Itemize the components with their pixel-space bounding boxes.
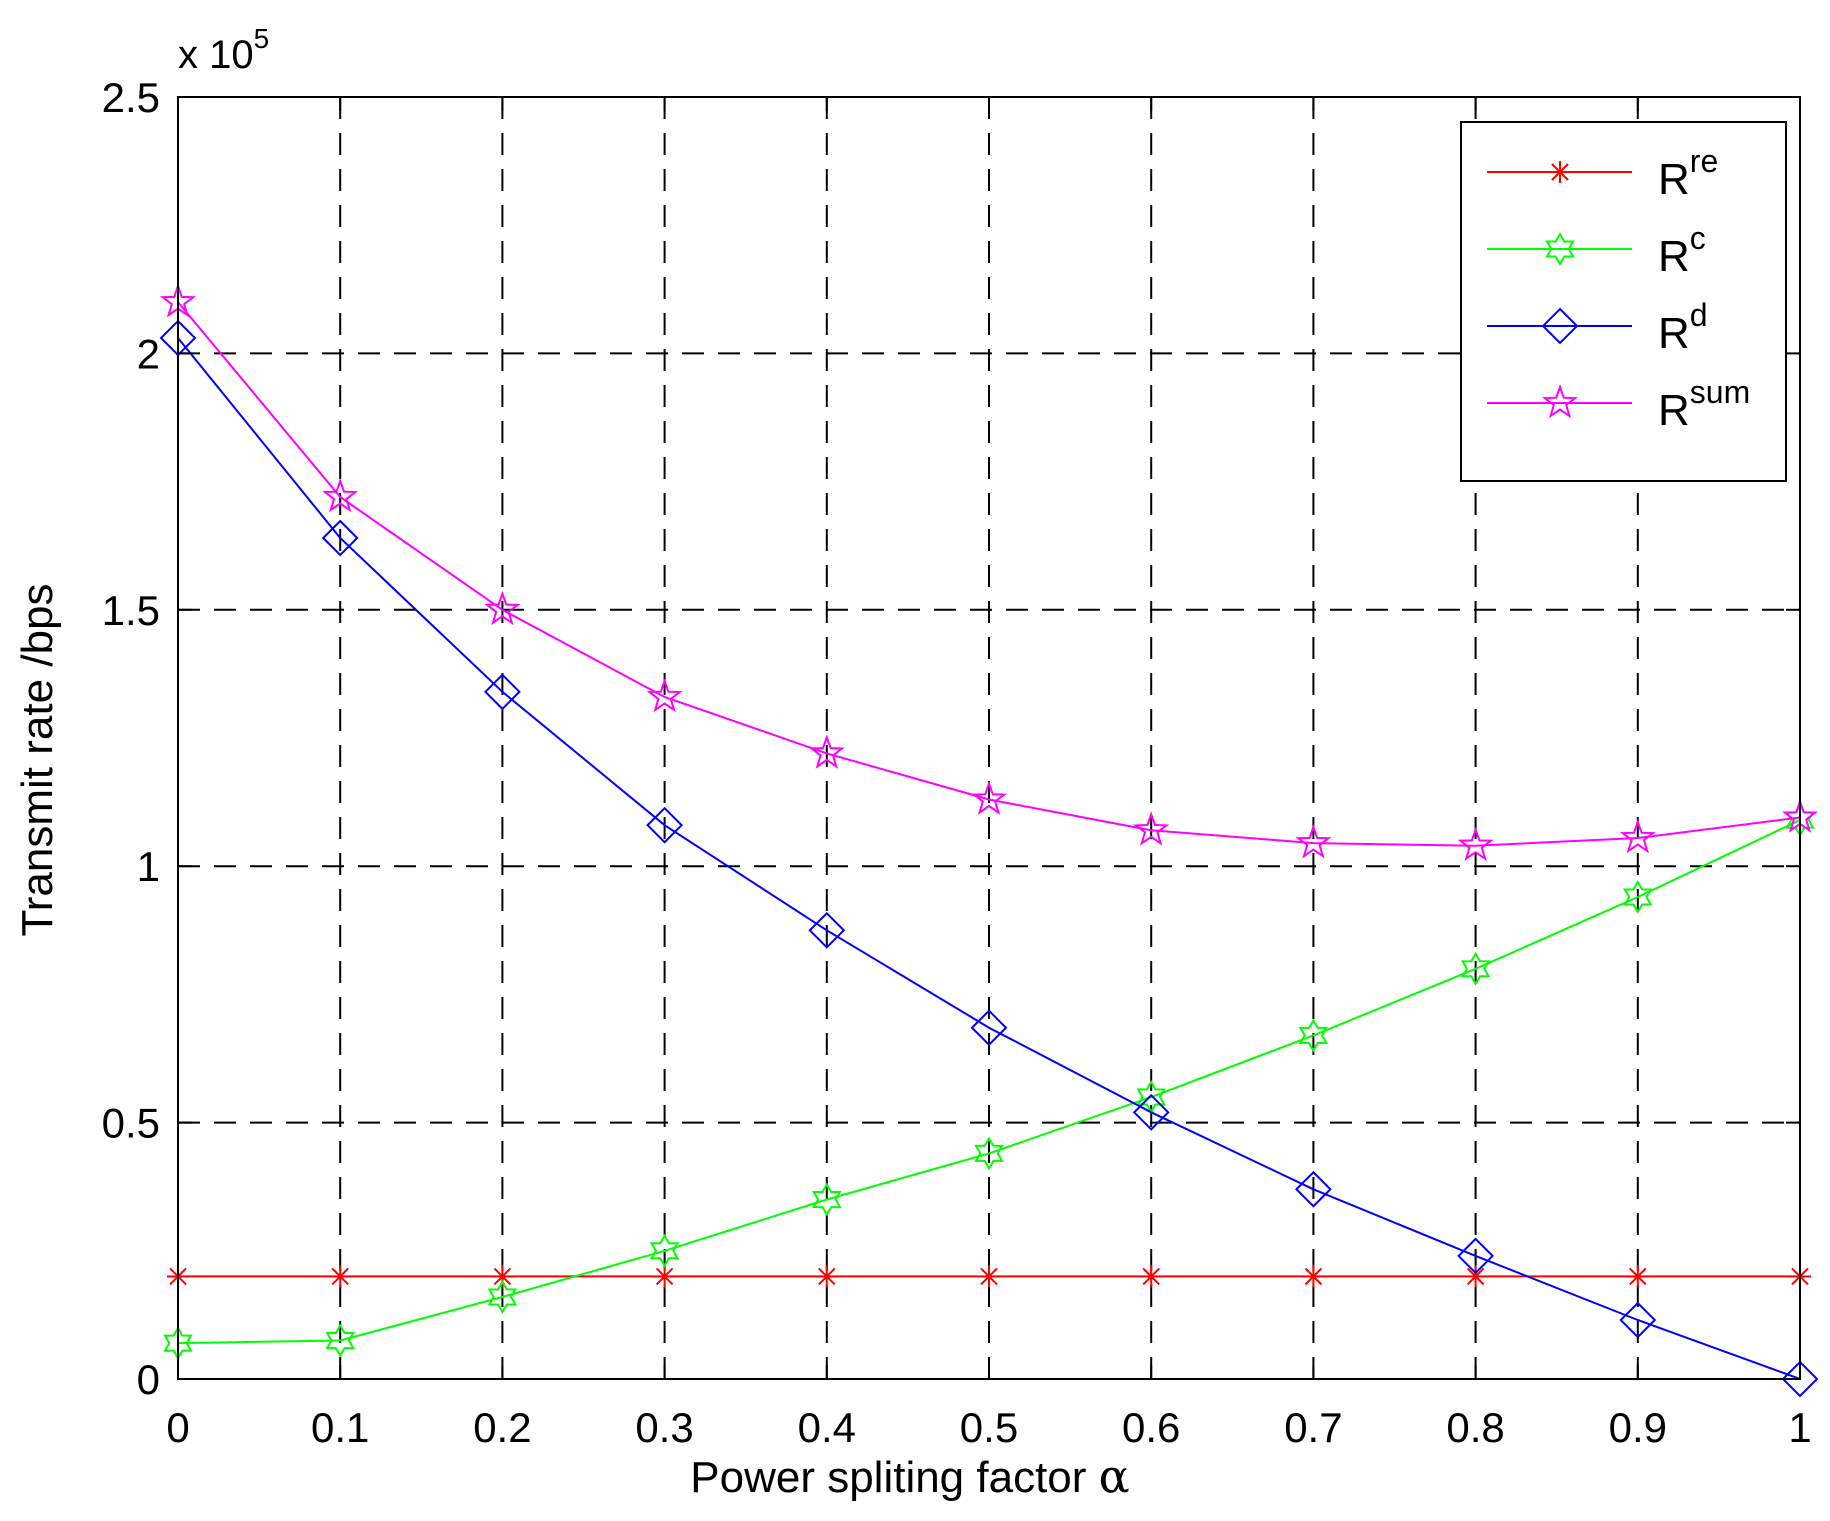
- data-point-re: [329, 1265, 352, 1288]
- data-point-d: [1619, 1301, 1657, 1339]
- data-point-d: [483, 673, 521, 711]
- legend-item-sum: Rsum: [1487, 374, 1750, 435]
- data-point-d: [646, 806, 684, 844]
- data-point-c: [649, 1233, 680, 1268]
- data-point-re: [1302, 1265, 1325, 1288]
- data-point-sum: [484, 590, 521, 626]
- y-tick-label: 1: [137, 843, 160, 890]
- plot-series: [159, 283, 1819, 1398]
- y-tick-label: 0.5: [102, 1100, 160, 1147]
- data-point-re: [1626, 1265, 1649, 1288]
- legend-marker: [1549, 161, 1571, 183]
- data-point-re: [1464, 1265, 1487, 1288]
- grid: [178, 97, 1800, 1379]
- data-point-d: [808, 911, 846, 949]
- x-tick-label: 0.7: [1284, 1404, 1342, 1451]
- series-line-d: [177, 337, 1801, 1380]
- legend-label: Rd: [1658, 297, 1708, 358]
- data-point-re: [653, 1265, 676, 1288]
- data-point-c: [325, 1323, 355, 1358]
- ticks: 0 0.1 0.2 0.3 0.4 0.5 0.6 0.7 0.8 0.9 1 0 0.5 1 1.5 2 2.…: [102, 74, 1812, 1451]
- y-tick-label: 2.5: [102, 74, 160, 121]
- data-point-re: [978, 1265, 1000, 1288]
- x-tick-label: 0.4: [798, 1404, 856, 1451]
- x-tick-label: 0: [166, 1404, 189, 1451]
- data-point-re: [1140, 1265, 1163, 1288]
- y-axis-label: Transmit rate /bps: [13, 584, 62, 937]
- series-line-sum: [177, 301, 1801, 847]
- legend-item-c: Rc: [1487, 220, 1706, 281]
- y-axis-exponent: x 105: [178, 23, 269, 77]
- y-tick-label: 2: [137, 330, 160, 377]
- x-tick-label: 0.8: [1446, 1404, 1504, 1451]
- y-tick-label: 1.5: [102, 587, 160, 634]
- data-point-sum: [1619, 819, 1656, 854]
- x-tick-label: 0.9: [1609, 1404, 1667, 1451]
- x-tick-label: 0.3: [635, 1404, 693, 1451]
- x-axis-label: Power spliting factor α: [690, 1449, 1129, 1503]
- x-tick-label: 0.6: [1122, 1404, 1180, 1451]
- data-point-c: [1298, 1018, 1329, 1053]
- legend-item-re: Rre: [1487, 143, 1718, 204]
- y-tick-label: 0: [137, 1356, 160, 1403]
- data-point-sum: [970, 780, 1008, 815]
- legend: Rre Rc Rd Rsum: [1460, 121, 1787, 482]
- legend-item-d: Rd: [1487, 297, 1708, 358]
- data-point-sum: [322, 478, 359, 513]
- data-point-d: [970, 1009, 1008, 1047]
- data-point-sum: [1457, 826, 1494, 861]
- data-point-d: [321, 519, 359, 557]
- data-point-c: [487, 1280, 518, 1314]
- data-point-re: [815, 1265, 838, 1288]
- data-point-sum: [646, 678, 683, 713]
- series-d: [159, 319, 1819, 1398]
- legend-marker: [1541, 384, 1579, 419]
- data-point-sum: [808, 734, 845, 769]
- legend-box: [1460, 121, 1787, 482]
- data-point-c: [1460, 951, 1491, 986]
- legend-label: Rsum: [1658, 374, 1750, 435]
- x-tick-label: 0.2: [473, 1404, 531, 1451]
- data-point-d: [1294, 1170, 1332, 1208]
- legend-marker: [1541, 307, 1579, 345]
- data-point-sum: [1133, 811, 1170, 846]
- data-point-d: [1457, 1237, 1495, 1275]
- x-tick-label: 0.5: [960, 1404, 1018, 1451]
- data-point-d: [1781, 1360, 1819, 1398]
- legend-label: Rre: [1658, 143, 1718, 204]
- data-point-c: [974, 1136, 1004, 1171]
- x-tick-label: 0.1: [311, 1404, 369, 1451]
- data-point-c: [812, 1182, 842, 1217]
- legend-label: Rc: [1658, 220, 1706, 281]
- data-point-d: [1132, 1093, 1170, 1131]
- data-point-c: [1623, 880, 1653, 915]
- legend-marker: [1545, 231, 1575, 267]
- data-point-sum: [1295, 824, 1332, 859]
- series-line-c: [177, 819, 1801, 1345]
- data-point-re: [491, 1265, 514, 1288]
- x-tick-label: 1: [1788, 1404, 1811, 1451]
